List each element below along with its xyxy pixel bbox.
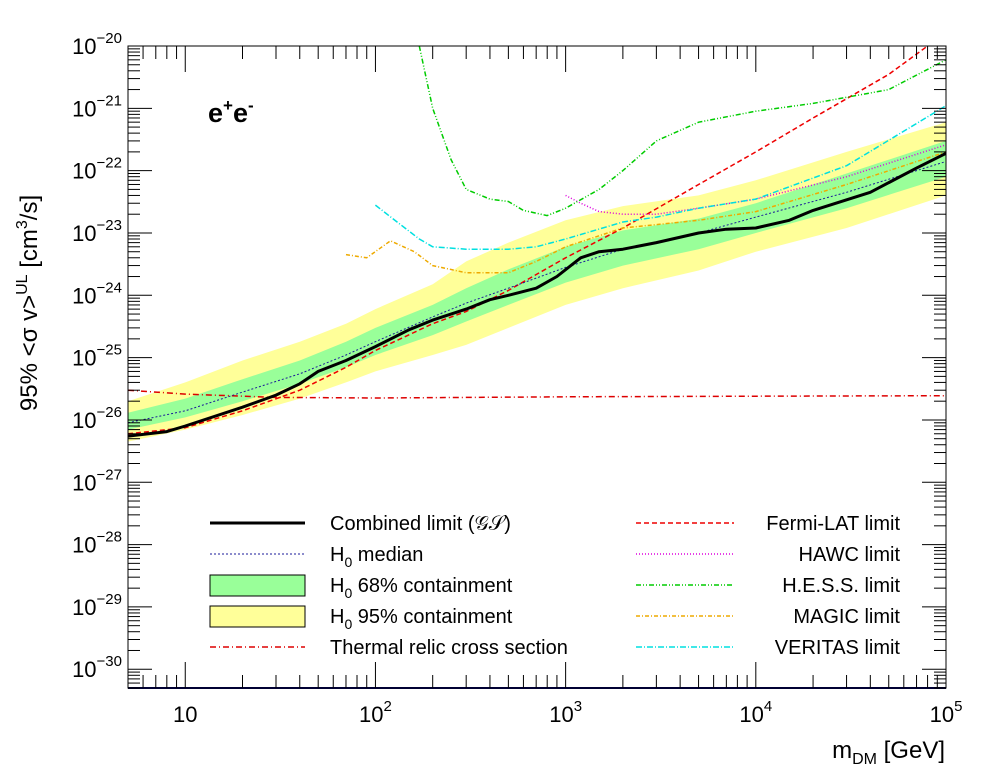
legend-label-h-e-s-s-limit: H.E.S.S. limit	[782, 575, 900, 597]
y-tick-label: 10−25	[72, 342, 122, 371]
y-tick-label: 10−20	[72, 30, 122, 59]
y-tick-label: 10−21	[72, 92, 122, 121]
y-tick-label: 10−29	[72, 591, 122, 620]
legend-swatch-h0-68-containment	[209, 574, 306, 597]
x-tick-label: 102	[359, 698, 392, 727]
y-axis-title: 95% <σ v>UL [cm3/s]	[14, 195, 43, 411]
series-magic-limit	[345, 151, 946, 274]
series-veritas-limit	[374, 105, 946, 250]
y-tick-label: 10−22	[72, 155, 122, 184]
band-h0-68-containment	[128, 140, 946, 430]
series-combined-limit	[128, 151, 946, 438]
y-tick-label: 10−28	[72, 529, 122, 558]
legend-label-magic-limit: MAGIC limit	[793, 606, 900, 628]
x-tick-label: 103	[549, 698, 582, 727]
series-thermal-relic-cross-section	[128, 389, 946, 399]
legend-label-h0-95-containment: H0 95% containment	[330, 606, 513, 632]
containment-bands	[128, 122, 946, 442]
channel-label: e+e-	[208, 96, 254, 128]
legend-label-veritas-limit: VERITAS limit	[775, 637, 901, 659]
axes: 10 102 103 104 105 10−20 10−21 10−22 10−23 10−24 1…	[72, 30, 962, 727]
legend-label-h0-68-containment: H0 68% containment	[330, 575, 513, 601]
y-tick-label: 10−30	[72, 653, 122, 682]
legend-label-h0-median: H0 median	[330, 544, 423, 570]
series-h-e-s-s-limit	[418, 46, 946, 217]
x-axis-title: mDM [GeV]	[832, 737, 945, 768]
legend: Combined limit (𝒢𝒮) H0 median H0 68% conta…	[209, 513, 901, 659]
y-tick-label: 10−23	[72, 217, 122, 246]
x-tick-label: 105	[930, 698, 963, 727]
legend-label-combined-limit: Combined limit (𝒢𝒮)	[330, 513, 511, 535]
y-tick-label: 10−26	[72, 404, 122, 433]
limit-curves	[128, 46, 946, 438]
legend-swatch-h0-95-containment	[209, 605, 306, 628]
y-tick-label: 10−24	[72, 279, 122, 308]
legend-label-thermal-relic-cross-section: Thermal relic cross section	[330, 637, 568, 659]
x-tick-label: 10	[173, 702, 197, 727]
legend-label-fermi-lat-limit: Fermi-LAT limit	[766, 513, 900, 535]
x-tick-label: 104	[739, 698, 772, 727]
y-tick-label: 10−27	[72, 466, 122, 495]
legend-label-hawc-limit: HAWC limit	[799, 544, 901, 566]
